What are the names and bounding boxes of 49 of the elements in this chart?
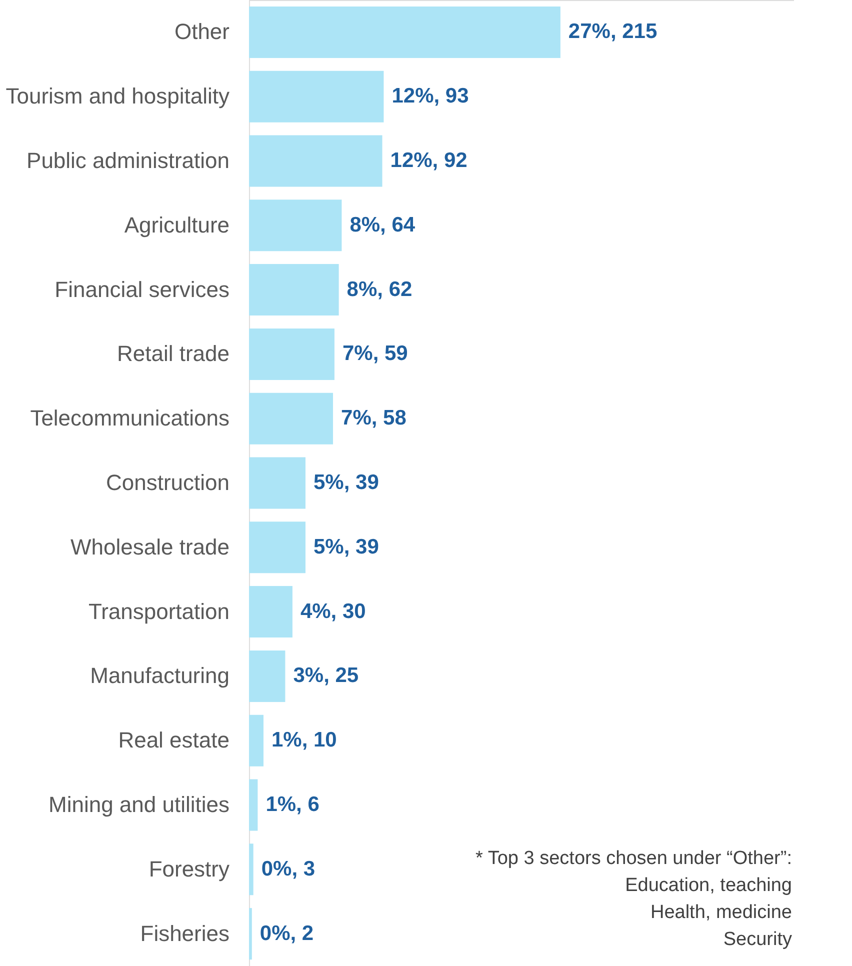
data-label: 1%, 10 bbox=[271, 728, 337, 752]
bar bbox=[249, 6, 560, 58]
y-tick-label: Wholesale trade bbox=[70, 534, 230, 560]
y-tick-label: Transportation bbox=[88, 598, 230, 624]
data-label: 1%, 6 bbox=[266, 793, 320, 816]
y-tick-label: Financial services bbox=[54, 276, 230, 302]
data-label: 27%, 215 bbox=[568, 20, 658, 44]
bar bbox=[249, 844, 254, 896]
data-label: 5%, 39 bbox=[313, 535, 379, 558]
y-tick-label: Mining and utilities bbox=[48, 792, 230, 817]
data-label: 12%, 93 bbox=[392, 84, 469, 108]
text: Education, teaching bbox=[625, 875, 792, 896]
bar bbox=[249, 908, 252, 960]
data-label: 7%, 59 bbox=[342, 342, 408, 366]
data-label: 3%, 25 bbox=[293, 664, 359, 688]
y-tick-label: Real estate bbox=[118, 728, 230, 753]
bar bbox=[249, 392, 334, 444]
y-tick-label: Public administration bbox=[26, 148, 230, 173]
annotation: * Top 3 sectors chosen under “Other”: bbox=[476, 848, 792, 869]
text: Security bbox=[723, 929, 792, 950]
data-label: 8%, 62 bbox=[346, 278, 412, 301]
data-label: 5%, 39 bbox=[313, 471, 379, 494]
y-tick-label: Agriculture bbox=[124, 212, 230, 238]
y-tick-label: Telecommunications bbox=[30, 406, 230, 431]
y-tick-label: Manufacturing bbox=[90, 663, 230, 688]
data-label: 0%, 2 bbox=[260, 922, 314, 945]
y-tick-label: Forestry bbox=[148, 856, 230, 882]
y-tick-label: Other bbox=[174, 19, 230, 44]
bar bbox=[249, 200, 342, 252]
y-tick-label: Construction bbox=[106, 470, 230, 495]
data-label: 4%, 30 bbox=[300, 600, 366, 623]
y-tick-label: Fisheries bbox=[140, 920, 230, 946]
bar bbox=[249, 328, 334, 380]
data-label: 8%, 64 bbox=[350, 213, 416, 236]
bar bbox=[249, 779, 258, 831]
bar bbox=[249, 650, 286, 702]
bar bbox=[249, 457, 306, 509]
data-label: 0%, 3 bbox=[261, 857, 316, 880]
bar bbox=[249, 135, 382, 187]
bar bbox=[249, 586, 292, 638]
bar bbox=[249, 264, 339, 316]
bar bbox=[249, 70, 384, 122]
y-tick-label: Retail trade bbox=[116, 341, 230, 366]
data-label: 7%, 58 bbox=[341, 406, 407, 430]
bar bbox=[249, 714, 264, 766]
text: Health, medicine bbox=[650, 902, 792, 923]
data-label: 12%, 92 bbox=[390, 149, 468, 172]
y-tick-label: Tourism and hospitality bbox=[6, 84, 230, 109]
bar bbox=[249, 522, 306, 574]
